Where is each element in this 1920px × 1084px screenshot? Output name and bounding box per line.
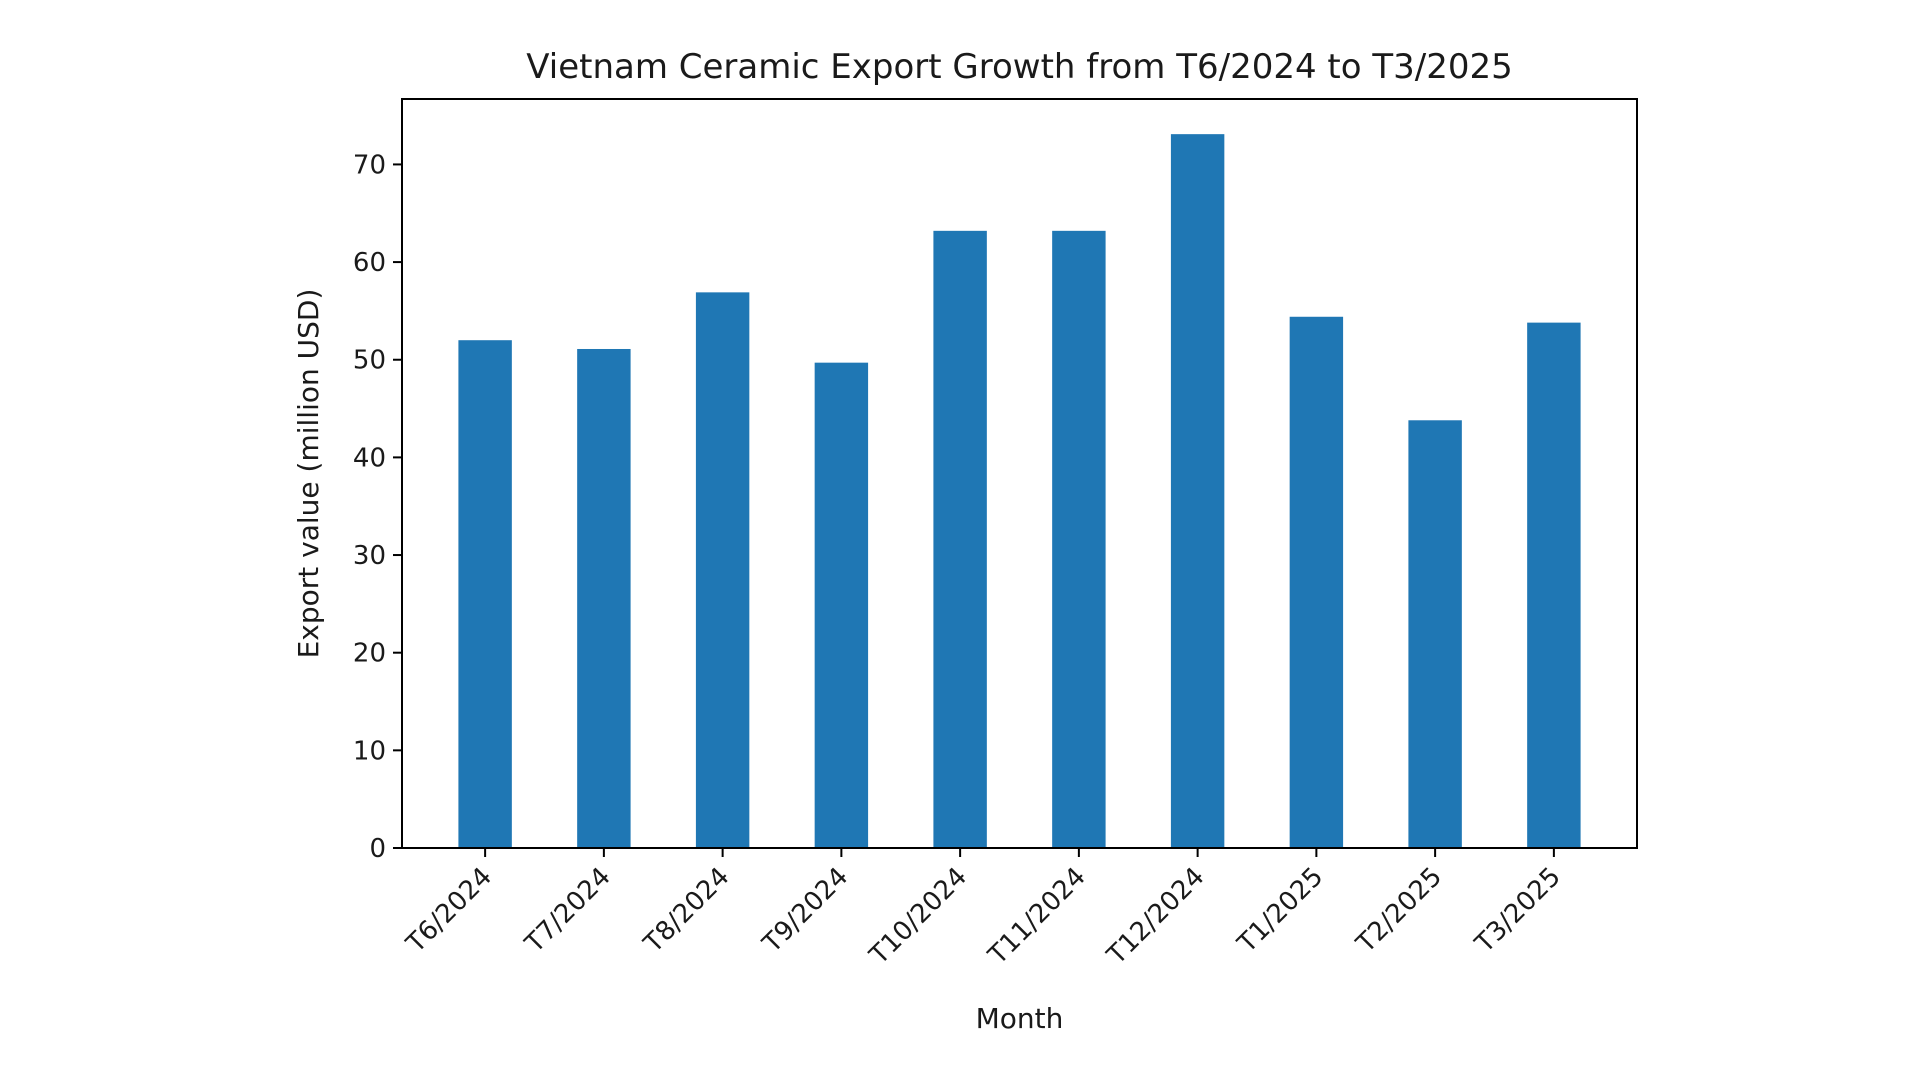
x-tick-label: T9/2024 [756,862,854,960]
x-tick-label: T10/2024 [864,862,974,972]
bars-group [458,134,1581,849]
bar-T12/2024 [1170,134,1225,848]
bar-T1/2025 [1289,316,1344,849]
y-tick-label: 40 [353,443,386,473]
x-tick-label: T6/2024 [400,862,498,960]
x-tick-label: T1/2025 [1231,862,1329,960]
bar-T8/2024 [695,292,750,848]
y-tick-label: 0 [369,834,386,864]
bar-T6/2024 [458,340,512,848]
bar-T11/2024 [1052,230,1106,849]
x-tick-label: T2/2025 [1350,862,1448,960]
y-axis-label: Export value (million USD) [292,289,325,659]
x-tick-label: T12/2024 [1101,862,1211,972]
y-tick-label: 50 [353,346,386,376]
chart-title: Vietnam Ceramic Export Growth from T6/20… [526,47,1512,87]
bar-T7/2024 [577,348,631,848]
y-tick-label: 20 [353,639,386,669]
y-tick-label: 30 [353,541,386,571]
bar-T10/2024 [933,230,987,849]
x-axis-label: Month [976,1002,1064,1035]
y-axis: 0 10 20 30 40 50 60 70 [353,150,402,864]
x-tick-label: T11/2024 [982,862,1092,972]
bar-T2/2025 [1408,420,1462,848]
y-tick-label: 60 [353,248,386,278]
x-tick-label: T8/2024 [638,862,736,960]
y-tick-label: 10 [353,736,386,766]
y-tick-label: 70 [353,150,386,180]
plot-frame [401,98,1638,849]
bar-T3/2025 [1527,322,1581,848]
x-tick-label: T3/2025 [1469,862,1567,960]
x-axis: T6/2024 T7/2024 T8/2024 T9/2024 T10/2024 T11/… [400,848,1567,971]
bar-T9/2024 [814,362,869,848]
x-tick-label: T7/2024 [519,862,617,960]
